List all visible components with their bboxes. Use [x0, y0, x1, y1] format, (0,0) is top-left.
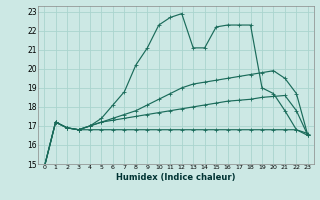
- X-axis label: Humidex (Indice chaleur): Humidex (Indice chaleur): [116, 173, 236, 182]
